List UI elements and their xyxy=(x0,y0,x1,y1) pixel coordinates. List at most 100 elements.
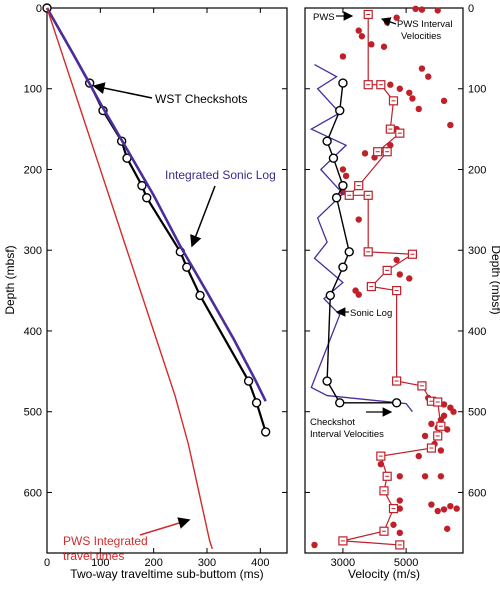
data-point-pws xyxy=(393,14,400,21)
annotation-integrated-sonic-arrow xyxy=(190,185,216,248)
data-point-pws xyxy=(428,420,435,428)
annotation-sonic-log: Sonic Log xyxy=(350,308,392,319)
data-point-pws xyxy=(355,216,362,223)
data-point-pws xyxy=(339,166,347,173)
y-tick-label: 300 xyxy=(24,245,42,257)
left-chart: 0 100 200 300 400 0 100 200 300 400 500 600 Two-way… xyxy=(3,3,288,581)
x-tick-label: 400 xyxy=(251,557,269,569)
y-tick-label: 500 xyxy=(24,407,42,419)
y-tick-label: 200 xyxy=(468,164,486,176)
data-point-pws xyxy=(444,525,451,532)
left-x-axis-label: Two-way traveltime sub-buttom (ms) xyxy=(70,567,263,581)
data-point-checkshot-interval xyxy=(322,136,332,146)
annotation-pws-integrated-arrow xyxy=(139,517,191,536)
data-point-checkshot xyxy=(137,180,147,191)
data-point-checkshot xyxy=(195,290,205,301)
data-point-pws xyxy=(440,506,448,513)
data-point-pws xyxy=(453,505,460,512)
data-point-pws xyxy=(415,452,422,460)
data-point-pws xyxy=(339,53,347,60)
y-tick-label: 500 xyxy=(468,407,486,419)
left-y-axis-label: Depth (mbsf) xyxy=(3,245,17,314)
data-point-checkshot-interval xyxy=(338,180,348,191)
y-tick-label: 200 xyxy=(24,164,42,176)
data-point-pws xyxy=(434,7,441,14)
data-point-pws xyxy=(415,105,422,113)
data-point-checkshot xyxy=(243,376,254,386)
data-point-pws xyxy=(396,473,403,480)
right-series-layer xyxy=(309,5,460,550)
data-point-pws xyxy=(440,97,448,105)
data-point-pws xyxy=(437,473,445,480)
annotation-wst-arrow xyxy=(92,82,153,99)
data-point-checkshot-interval xyxy=(325,290,335,301)
data-point-pws xyxy=(358,33,366,40)
left-plot-frame xyxy=(46,7,288,554)
series-line-pws-interval xyxy=(342,14,442,546)
y-tick-label: 300 xyxy=(468,245,486,257)
data-point-pws xyxy=(440,401,448,408)
data-point-pws xyxy=(444,426,451,433)
annotation-checkshot-line2: Interval Velocities xyxy=(310,429,384,440)
data-point-pws xyxy=(393,256,400,264)
x-tick-label: 0 xyxy=(44,557,50,569)
data-point-pws xyxy=(387,142,394,149)
data-point-checkshot-interval xyxy=(331,193,342,203)
x-tick-label: 100 xyxy=(91,557,109,569)
data-point-checkshot-interval xyxy=(338,262,348,272)
y-tick-label: 600 xyxy=(24,487,42,499)
right-chart: 3000 5000 0 100 200 300 400 500 600 Velocity (m/… xyxy=(304,3,500,581)
data-point-pws xyxy=(434,507,441,515)
data-point-pws xyxy=(387,81,394,88)
annotation-pws-integrated-line1: PWS Integrated xyxy=(63,534,148,548)
data-point-pws xyxy=(425,73,432,80)
y-tick-label: 400 xyxy=(468,326,486,338)
data-point-pws xyxy=(342,172,350,180)
y-tick-label: 0 xyxy=(36,3,42,15)
data-point-pws xyxy=(311,541,318,549)
data-point-pws xyxy=(412,5,419,13)
annotation-pws-iv-arrow xyxy=(380,17,397,27)
right-y-axis-label: Depth (mbsf) xyxy=(489,245,500,314)
data-point-pws xyxy=(361,150,369,157)
data-point-pws xyxy=(428,501,435,508)
right-axis-ticks: 3000 5000 0 100 200 300 400 500 600 xyxy=(305,3,486,569)
x-tick-label: 200 xyxy=(144,557,162,569)
data-point-pws xyxy=(390,521,397,528)
right-plot-frame xyxy=(304,7,464,554)
x-tick-label: 5000 xyxy=(394,557,418,569)
left-axis-ticks: 0 100 200 300 400 0 100 200 300 400 500 600 xyxy=(24,3,287,569)
data-point-pws xyxy=(396,505,403,512)
data-point-pws xyxy=(396,271,403,278)
data-point-pws xyxy=(396,529,403,537)
data-point-pws xyxy=(450,408,457,415)
data-point-pws xyxy=(421,432,429,440)
data-point-pws xyxy=(418,65,426,72)
series-line-2 xyxy=(46,7,213,550)
data-point-pws xyxy=(339,188,347,196)
data-point-checkshot-interval xyxy=(335,398,345,408)
data-point-pws xyxy=(447,502,454,510)
data-point-checkshot xyxy=(260,427,271,437)
data-point-checkshot xyxy=(142,193,152,203)
annotation-checkshot-line1: Checkshot xyxy=(310,417,355,428)
series-line-0 xyxy=(46,7,267,433)
data-point-checkshot-interval xyxy=(391,398,402,408)
annotation-integrated-sonic: Integrated Sonic Log xyxy=(165,168,276,182)
y-tick-label: 400 xyxy=(24,326,42,338)
data-point-pws xyxy=(396,497,403,504)
annotation-pws: PWS xyxy=(313,12,335,23)
x-tick-label: 3000 xyxy=(331,557,355,569)
data-point-checkshot xyxy=(182,262,192,272)
data-point-pws xyxy=(355,27,362,34)
annotation-pws-integrated-line2: travel times xyxy=(63,549,124,563)
data-point-pws xyxy=(437,447,445,454)
data-point-pws xyxy=(406,89,413,96)
data-point-checkshot-interval xyxy=(322,376,332,386)
data-point-checkshot-interval xyxy=(335,105,345,116)
data-point-pws xyxy=(396,85,403,92)
series-line-1 xyxy=(45,7,267,402)
right-x-axis-label: Velocity (m/s) xyxy=(348,567,420,581)
data-point-pws xyxy=(409,95,416,102)
